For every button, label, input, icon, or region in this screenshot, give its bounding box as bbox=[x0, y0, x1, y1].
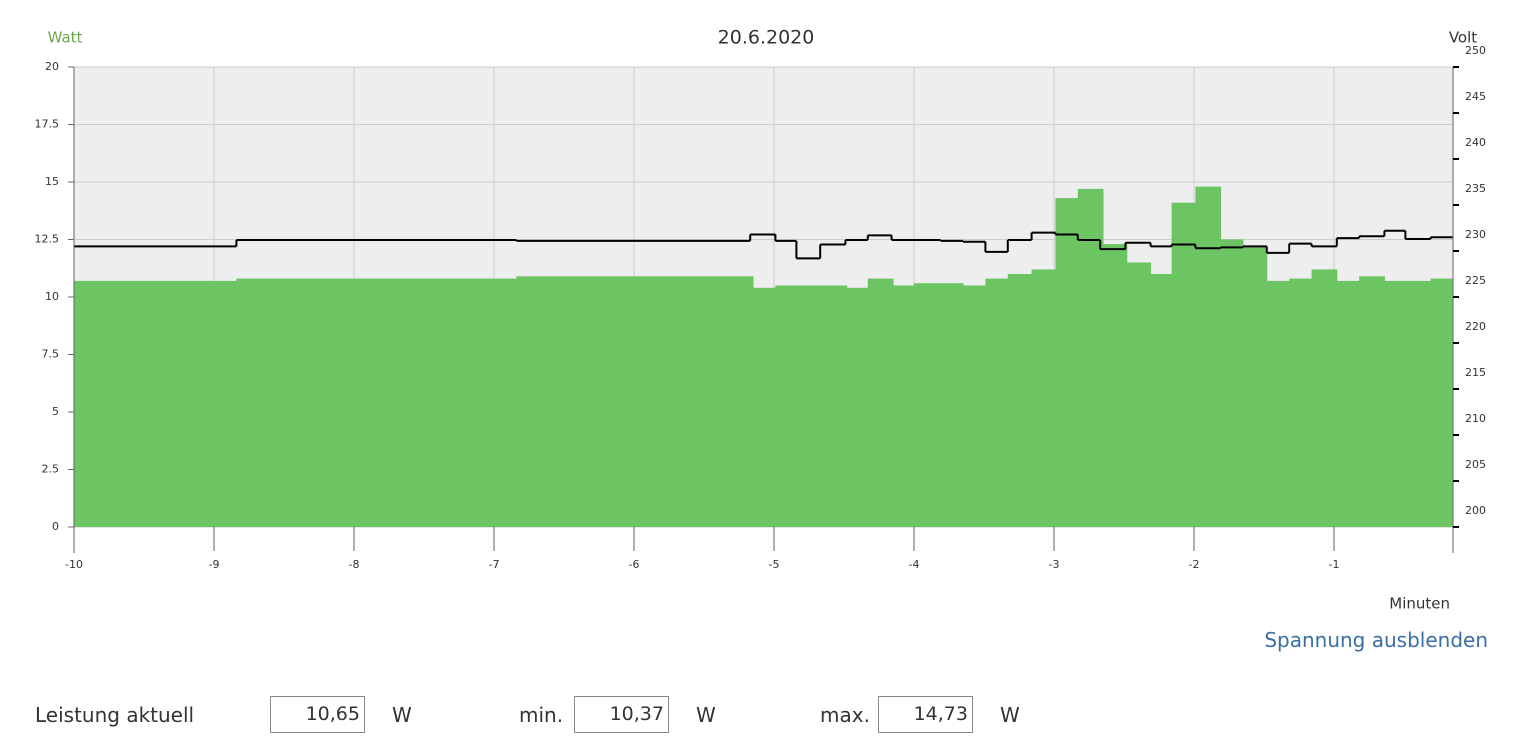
y2-tick-label: 245 bbox=[1465, 90, 1486, 103]
x-tick-label: -8 bbox=[349, 558, 360, 571]
x-axis-label: Minuten bbox=[1389, 595, 1450, 613]
y-tick-label: 10 bbox=[45, 290, 59, 303]
power-bar bbox=[1031, 269, 1056, 527]
x-tick-label: -5 bbox=[769, 558, 780, 571]
y2-tick-label: 205 bbox=[1465, 458, 1486, 471]
power-bar bbox=[775, 285, 848, 527]
x-tick-label: -2 bbox=[1189, 558, 1200, 571]
y-axis-label: Watt bbox=[48, 29, 83, 47]
power-bar bbox=[914, 283, 964, 527]
power-bar bbox=[1055, 198, 1079, 527]
power-bar bbox=[1220, 239, 1244, 527]
power-bar bbox=[1311, 269, 1338, 527]
field-unit: W bbox=[1000, 703, 1020, 727]
x-tick-label: -10 bbox=[65, 558, 83, 571]
power-bar bbox=[1336, 280, 1360, 527]
power-bar bbox=[1150, 274, 1173, 527]
power-bar bbox=[1007, 274, 1033, 527]
y2-tick-label: 210 bbox=[1465, 412, 1486, 425]
field-value: 14,73 bbox=[878, 696, 973, 733]
power-bar bbox=[1171, 202, 1196, 527]
power-bar bbox=[74, 280, 237, 527]
power-bar bbox=[236, 278, 517, 527]
power-bar bbox=[846, 287, 869, 527]
chart: Watt 20.6.2020 Volt Minuten 0 2.5 5 7.5 10 12… bbox=[35, 27, 1487, 613]
field-unit: W bbox=[392, 703, 412, 727]
power-bar bbox=[1243, 246, 1268, 527]
x-tick-label: -7 bbox=[489, 558, 500, 571]
x-tick-label: -9 bbox=[209, 558, 220, 571]
x-tick-label: -1 bbox=[1329, 558, 1340, 571]
y2-tick-label: 230 bbox=[1465, 228, 1486, 241]
power-bar bbox=[1289, 278, 1313, 527]
field-unit: W bbox=[696, 703, 716, 727]
y-tick-label: 2.5 bbox=[42, 463, 60, 476]
power-bar bbox=[1266, 280, 1290, 527]
y2-tick-label: 240 bbox=[1465, 136, 1486, 149]
field-value: 10,37 bbox=[574, 696, 669, 733]
chart-title: 20.6.2020 bbox=[718, 27, 815, 49]
toggle-voltage-link[interactable]: Spannung ausblenden bbox=[1264, 628, 1488, 652]
field-label: max. bbox=[820, 703, 870, 727]
power-bar bbox=[1384, 280, 1432, 527]
power-bar bbox=[1103, 244, 1128, 527]
y-tick-label: 17.5 bbox=[35, 118, 60, 131]
field-label: min. bbox=[519, 703, 564, 727]
power-bar bbox=[1126, 262, 1152, 527]
y-tick-label: 5 bbox=[52, 405, 59, 418]
y-tick-label: 7.5 bbox=[42, 348, 60, 361]
power-bar bbox=[963, 285, 986, 527]
y-tick-label: 12.5 bbox=[35, 233, 60, 246]
y2-tick-label: 250 bbox=[1465, 44, 1486, 57]
power-bar bbox=[753, 287, 776, 527]
y-tick-label: 0 bbox=[52, 520, 59, 533]
x-tick-label: -6 bbox=[629, 558, 640, 571]
power-bar bbox=[867, 278, 894, 527]
field-label: Leistung aktuell bbox=[35, 703, 195, 727]
power-bar bbox=[985, 278, 1009, 527]
power-bar bbox=[893, 285, 915, 527]
x-tick-label: -3 bbox=[1049, 558, 1060, 571]
y-tick-label: 20 bbox=[45, 60, 59, 73]
y2-tick-label: 215 bbox=[1465, 366, 1486, 379]
x-tick-label: -4 bbox=[909, 558, 920, 571]
y2-tick-label: 200 bbox=[1465, 504, 1486, 517]
power-bar bbox=[516, 276, 754, 527]
y-tick-label: 15 bbox=[45, 175, 59, 188]
y2-tick-label: 220 bbox=[1465, 320, 1486, 333]
power-bar bbox=[1195, 186, 1222, 527]
field-value: 10,65 bbox=[270, 696, 365, 733]
power-bar bbox=[1430, 278, 1454, 527]
power-bar bbox=[1359, 276, 1385, 527]
y2-tick-label: 235 bbox=[1465, 182, 1486, 195]
y2-tick-label: 225 bbox=[1465, 274, 1486, 287]
y2-axis-label: Volt bbox=[1449, 29, 1477, 47]
